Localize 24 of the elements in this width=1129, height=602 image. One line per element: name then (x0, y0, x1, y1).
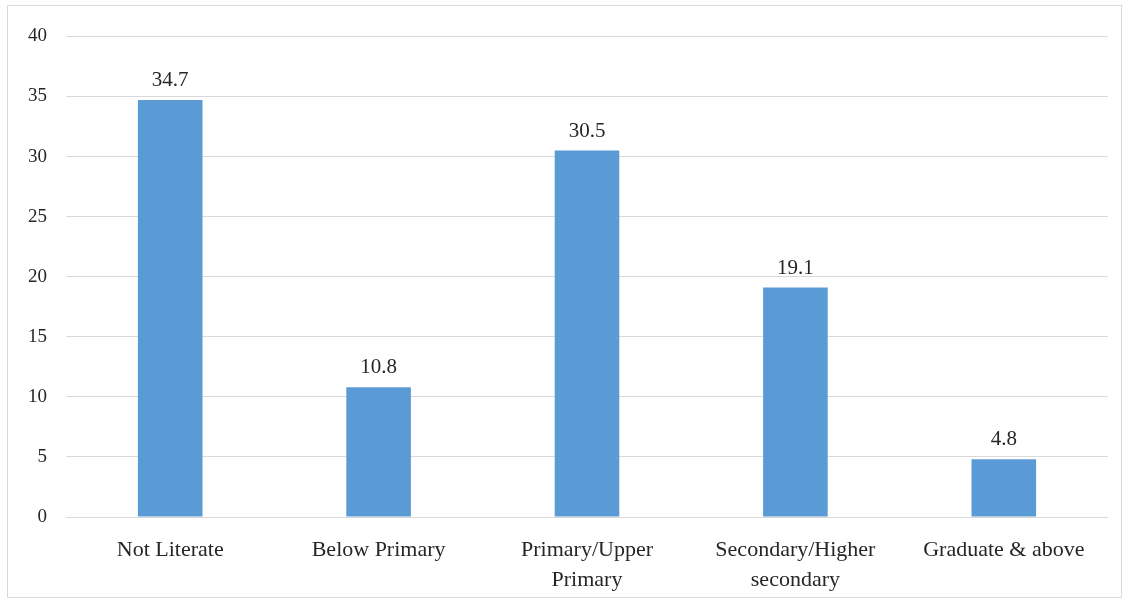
y-tick-label: 15 (28, 324, 47, 346)
data-label: 30.5 (568, 117, 606, 142)
y-tick-label: 35 (28, 84, 47, 106)
y-tick-label: 10 (28, 384, 47, 406)
x-tick-label: Graduate & above (923, 535, 1085, 561)
data-label: 4.8 (990, 426, 1017, 451)
data-label: 10.8 (360, 354, 397, 379)
bar (554, 150, 620, 517)
y-tick-label: 30 (28, 144, 47, 166)
bar (971, 459, 1037, 517)
bar (137, 100, 203, 517)
y-tick-label: 20 (28, 264, 47, 286)
y-tick-label: 40 (28, 24, 47, 46)
y-tick-label: 25 (28, 204, 47, 226)
data-label: 34.7 (151, 67, 189, 92)
y-tick-label: 5 (37, 444, 47, 466)
x-tick-label: Secondary/Higher secondary (715, 535, 877, 591)
x-tick-label: Below Primary (311, 535, 446, 561)
x-tick-label: Primary/Upper Primary (521, 535, 654, 591)
bar (763, 287, 828, 517)
bar (346, 387, 411, 517)
x-tick-label: Not Literate (116, 535, 224, 561)
y-tick-label: 0 (37, 504, 47, 526)
data-label: 19.1 (777, 254, 814, 279)
